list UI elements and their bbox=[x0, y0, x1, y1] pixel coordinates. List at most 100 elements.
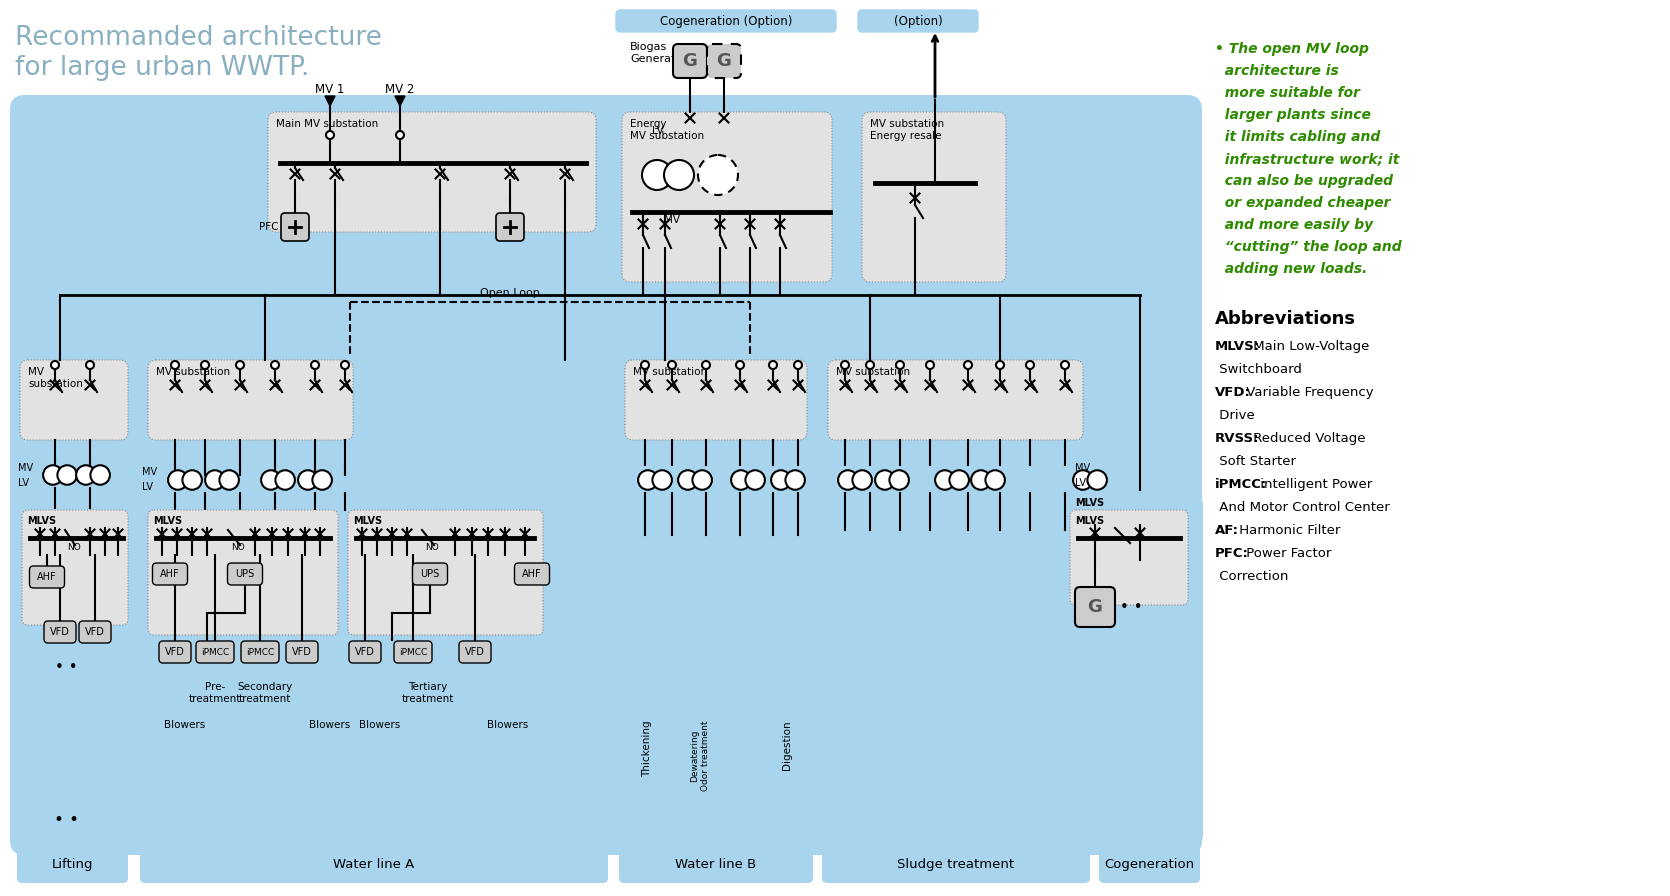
Circle shape bbox=[701, 361, 710, 369]
FancyBboxPatch shape bbox=[78, 621, 110, 643]
FancyBboxPatch shape bbox=[30, 566, 65, 588]
Circle shape bbox=[85, 361, 94, 369]
Text: Pre-
treatment: Pre- treatment bbox=[189, 682, 240, 703]
Circle shape bbox=[985, 470, 1005, 490]
FancyBboxPatch shape bbox=[139, 355, 610, 845]
Circle shape bbox=[641, 160, 671, 190]
Text: it limits cabling and: it limits cabling and bbox=[1216, 130, 1379, 144]
Circle shape bbox=[1087, 470, 1107, 490]
FancyBboxPatch shape bbox=[1070, 510, 1187, 605]
Text: MV substation
Energy resale: MV substation Energy resale bbox=[870, 119, 944, 141]
Text: can also be upgraded: can also be upgraded bbox=[1216, 174, 1393, 188]
FancyBboxPatch shape bbox=[616, 355, 815, 845]
Text: • •: • • bbox=[1121, 599, 1142, 615]
Text: Soft Starter: Soft Starter bbox=[1216, 455, 1296, 468]
Text: MLVS: MLVS bbox=[1075, 516, 1104, 526]
Circle shape bbox=[170, 361, 179, 369]
Text: iPMCC:: iPMCC: bbox=[1216, 478, 1268, 491]
Text: VFD: VFD bbox=[165, 647, 185, 657]
Circle shape bbox=[182, 470, 202, 490]
FancyBboxPatch shape bbox=[149, 510, 337, 635]
Circle shape bbox=[678, 470, 698, 490]
Text: Tertiary
treatment: Tertiary treatment bbox=[402, 682, 454, 703]
Circle shape bbox=[785, 470, 805, 490]
Circle shape bbox=[205, 470, 224, 490]
Circle shape bbox=[768, 361, 777, 369]
Circle shape bbox=[1060, 361, 1069, 369]
FancyBboxPatch shape bbox=[621, 112, 832, 282]
FancyBboxPatch shape bbox=[459, 641, 491, 663]
Circle shape bbox=[219, 470, 239, 490]
Text: MV 1: MV 1 bbox=[316, 83, 344, 96]
Text: architecture is: architecture is bbox=[1216, 64, 1339, 78]
Text: VFD: VFD bbox=[50, 627, 70, 637]
Text: MLVS: MLVS bbox=[1075, 498, 1104, 508]
Text: And Motor Control Center: And Motor Control Center bbox=[1216, 501, 1389, 514]
Text: Switchboard: Switchboard bbox=[1216, 363, 1303, 376]
Text: Drive: Drive bbox=[1216, 409, 1254, 422]
Text: larger plants since: larger plants since bbox=[1216, 108, 1371, 122]
Text: MLVS:: MLVS: bbox=[1216, 340, 1261, 353]
Circle shape bbox=[852, 470, 872, 490]
Text: LV: LV bbox=[651, 126, 665, 136]
Circle shape bbox=[745, 470, 765, 490]
Text: Dewatering
Odor treatment: Dewatering Odor treatment bbox=[690, 720, 710, 790]
Text: MLVS: MLVS bbox=[27, 516, 57, 526]
Circle shape bbox=[665, 160, 695, 190]
Circle shape bbox=[169, 470, 187, 490]
Text: VFD: VFD bbox=[464, 647, 484, 657]
Text: G: G bbox=[683, 52, 698, 70]
FancyBboxPatch shape bbox=[514, 563, 549, 585]
FancyBboxPatch shape bbox=[227, 563, 262, 585]
Text: MV substation: MV substation bbox=[633, 367, 706, 377]
Circle shape bbox=[276, 470, 296, 490]
Text: LV: LV bbox=[18, 478, 28, 488]
Circle shape bbox=[793, 361, 802, 369]
Text: “cutting” the loop and: “cutting” the loop and bbox=[1216, 240, 1401, 254]
FancyBboxPatch shape bbox=[412, 563, 448, 585]
FancyBboxPatch shape bbox=[152, 563, 187, 585]
Circle shape bbox=[52, 361, 58, 369]
Circle shape bbox=[396, 131, 404, 139]
Circle shape bbox=[970, 470, 990, 490]
FancyBboxPatch shape bbox=[256, 100, 605, 285]
Text: VFD:: VFD: bbox=[1216, 386, 1251, 399]
FancyBboxPatch shape bbox=[394, 641, 433, 663]
Text: Water line B: Water line B bbox=[675, 857, 757, 871]
Text: AHF: AHF bbox=[160, 569, 180, 579]
FancyBboxPatch shape bbox=[706, 44, 741, 78]
Text: and more easily by: and more easily by bbox=[1216, 218, 1373, 232]
FancyBboxPatch shape bbox=[625, 360, 807, 440]
Circle shape bbox=[925, 361, 934, 369]
Polygon shape bbox=[326, 96, 336, 106]
Text: Correction: Correction bbox=[1216, 570, 1288, 583]
Text: adding new loads.: adding new loads. bbox=[1216, 262, 1368, 276]
Circle shape bbox=[1074, 470, 1092, 490]
Circle shape bbox=[897, 361, 903, 369]
Circle shape bbox=[995, 361, 1004, 369]
FancyBboxPatch shape bbox=[159, 641, 190, 663]
Text: Power Factor: Power Factor bbox=[1242, 547, 1331, 560]
FancyBboxPatch shape bbox=[862, 112, 1005, 282]
Text: PFC:: PFC: bbox=[1216, 547, 1249, 560]
FancyBboxPatch shape bbox=[195, 641, 234, 663]
Circle shape bbox=[200, 361, 209, 369]
Circle shape bbox=[935, 470, 955, 490]
Text: Blowers: Blowers bbox=[488, 720, 529, 730]
Text: for large urban WWTP.: for large urban WWTP. bbox=[15, 55, 309, 81]
Text: Blowers: Blowers bbox=[359, 720, 401, 730]
Circle shape bbox=[312, 470, 332, 490]
Text: NO: NO bbox=[67, 543, 80, 552]
Circle shape bbox=[311, 361, 319, 369]
Text: Lifting: Lifting bbox=[52, 857, 94, 871]
FancyBboxPatch shape bbox=[43, 621, 77, 643]
Circle shape bbox=[875, 470, 895, 490]
Text: or expanded cheaper: or expanded cheaper bbox=[1216, 196, 1391, 210]
Text: RVSS:: RVSS: bbox=[1216, 432, 1259, 445]
Text: infrastructure work; it: infrastructure work; it bbox=[1216, 152, 1399, 166]
FancyBboxPatch shape bbox=[620, 845, 813, 883]
Text: LV: LV bbox=[142, 482, 154, 492]
FancyBboxPatch shape bbox=[240, 641, 279, 663]
Text: Digestion: Digestion bbox=[782, 720, 792, 770]
Text: UPS: UPS bbox=[421, 569, 439, 579]
